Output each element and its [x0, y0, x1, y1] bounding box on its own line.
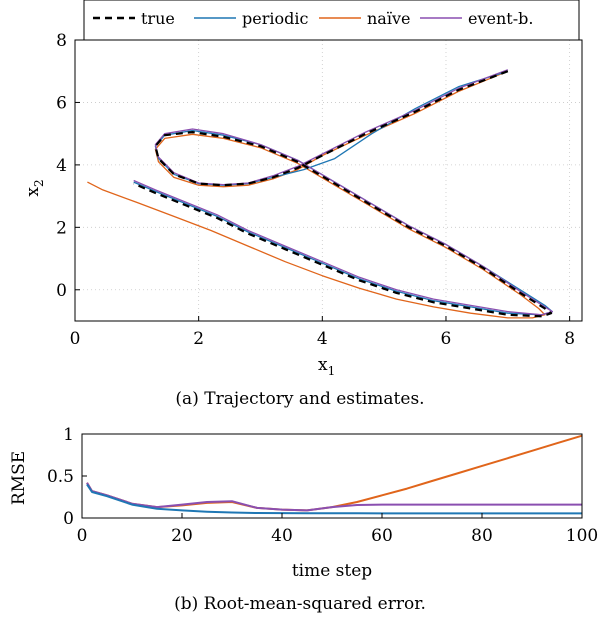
- trajectory-line-event-b: [133, 69, 553, 316]
- rmse-xtick-label: 80: [471, 526, 493, 546]
- rmse-xtick-label: 0: [77, 526, 88, 546]
- rmse-xtick-label: 60: [371, 526, 393, 546]
- rmse-line-event-b: [86, 482, 582, 512]
- trajectory-ytick-label: 8: [56, 31, 67, 51]
- rmse-plot: 0 20 40 60 80 100 0 0.5 1 time step RMSE (b) Roo…: [9, 425, 598, 614]
- rmse-ytick-label: 0: [63, 509, 74, 529]
- trajectory-grid: [75, 40, 582, 321]
- rmse-ylabel: RMSE: [9, 451, 29, 505]
- trajectory-ticks: 0 2 4 6 8 0 2 4 6 8: [56, 31, 575, 349]
- rmse-line-periodic: [86, 483, 582, 515]
- legend-label-periodic: periodic: [242, 9, 308, 28]
- rmse-xlabel: time step: [292, 561, 372, 581]
- trajectory-ytick-label: 0: [56, 281, 67, 301]
- rmse-line-na-ve: [86, 434, 583, 512]
- legend-label-event: event-b.: [468, 9, 533, 28]
- trajectory-line-na-ve: [87, 70, 546, 319]
- rmse-xtick-label: 20: [171, 526, 193, 546]
- legend-label-naive: naïve: [367, 9, 410, 28]
- trajectory-line-periodic: [133, 70, 553, 316]
- trajectory-xlabel: x1: [318, 355, 335, 378]
- trajectory-xtick-label: 0: [70, 329, 81, 349]
- trajectory-xtick-label: 8: [564, 329, 575, 349]
- rmse-caption: (b) Root-mean-squared error.: [174, 594, 426, 614]
- trajectory-line-true: [133, 70, 553, 318]
- trajectory-xlabel-sub: 1: [328, 364, 336, 378]
- trajectory-xlabel-main: x: [318, 355, 328, 375]
- trajectory-xtick-label: 4: [317, 329, 328, 349]
- trajectory-ytick-label: 6: [56, 93, 67, 113]
- legend-label-true: true: [141, 9, 175, 28]
- trajectory-ytick-label: 4: [56, 156, 67, 176]
- trajectory-plot-frame: [74, 39, 583, 322]
- trajectory-xtick-label: 2: [193, 329, 204, 349]
- trajectory-xtick-label: 6: [441, 329, 452, 349]
- trajectory-ylabel-sub: 2: [32, 179, 46, 187]
- rmse-xtick-label: 40: [271, 526, 293, 546]
- rmse-series: [86, 434, 583, 515]
- trajectory-caption: (a) Trajectory and estimates.: [175, 389, 424, 409]
- legend: true periodic naïve event-b.: [83, 0, 580, 41]
- trajectory-ylabel: x2: [23, 179, 46, 196]
- rmse-xtick-label: 100: [566, 526, 598, 546]
- trajectory-ylabel-main: x: [23, 187, 43, 197]
- rmse-ticks: 0 20 40 60 80 100 0 0.5 1: [47, 425, 598, 546]
- rmse-ytick-label: 0.5: [47, 467, 74, 487]
- legend-box: [83, 0, 580, 41]
- rmse-ytick-label: 1: [63, 425, 74, 445]
- trajectory-series: [87, 69, 553, 319]
- trajectory-ytick-label: 2: [56, 218, 67, 238]
